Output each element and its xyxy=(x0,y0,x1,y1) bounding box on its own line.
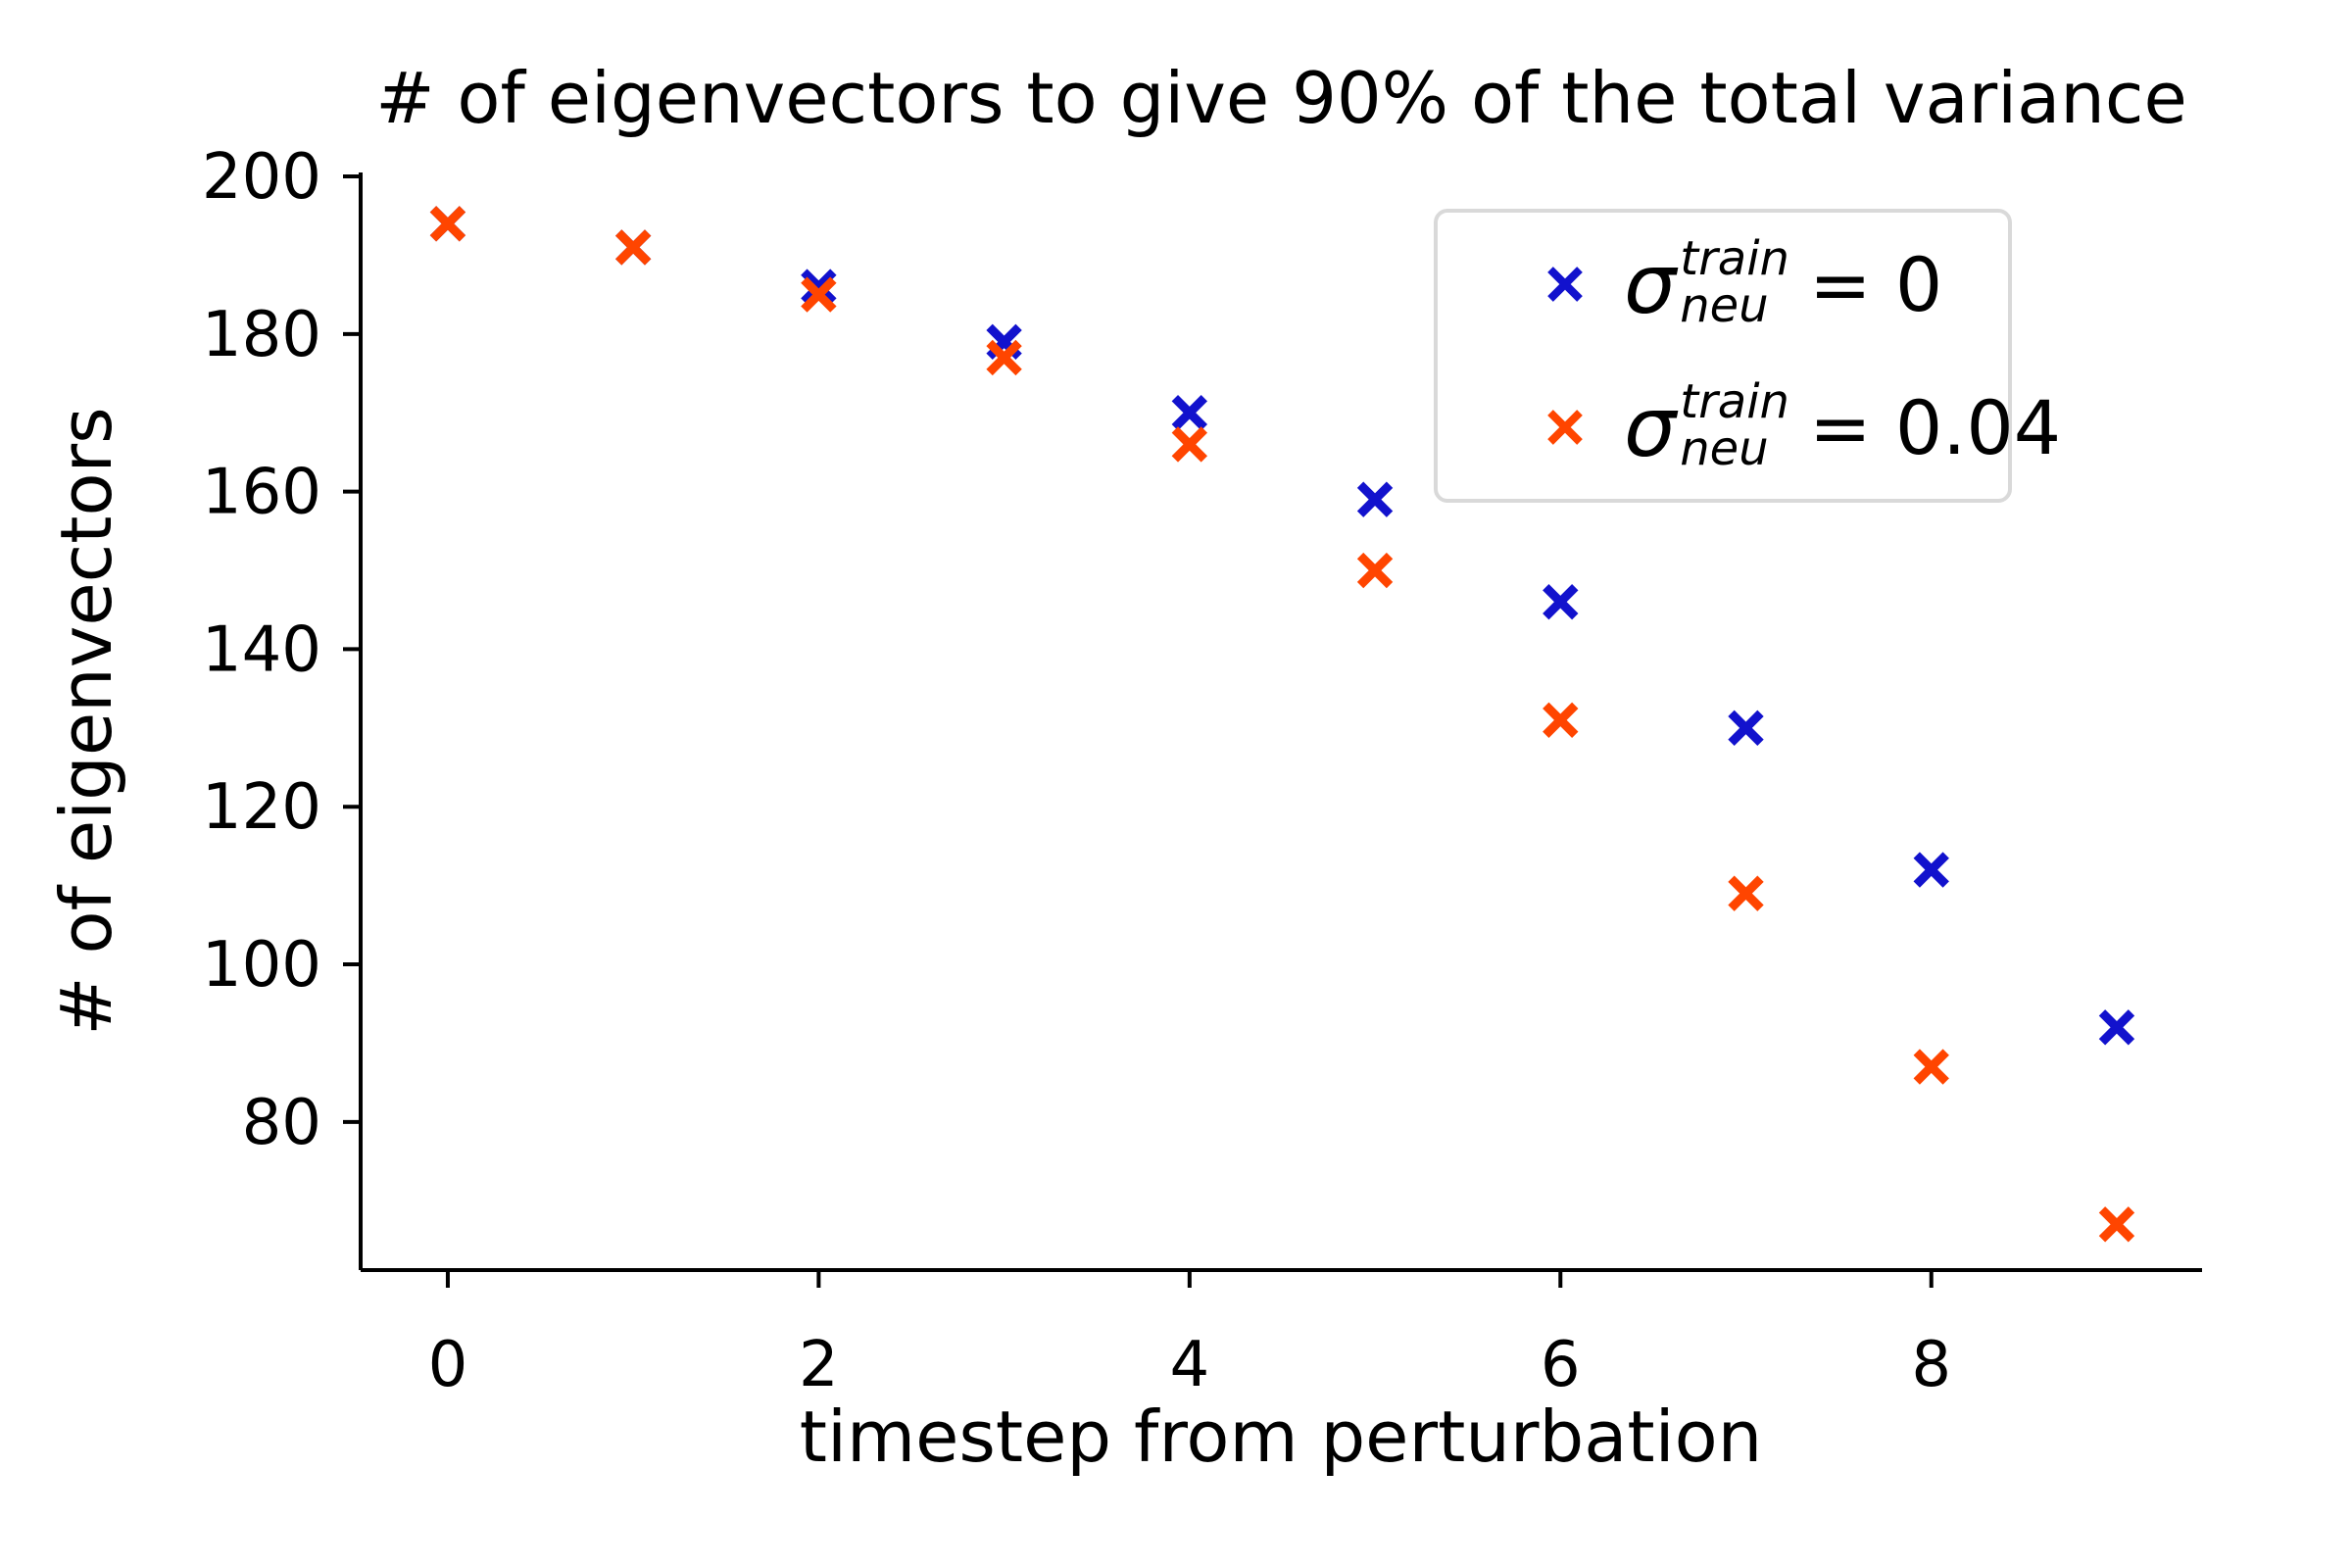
y-tick-label: 200 xyxy=(202,141,321,214)
legend: σ train neu = 0 σ train neu = 0.04 xyxy=(1434,209,2061,503)
data-point-series0-x4 xyxy=(1171,395,1208,431)
x-axis-label: timestep from perturbation xyxy=(799,1396,1763,1478)
legend-label: σ train neu = 0.04 xyxy=(1624,374,2062,476)
data-point-series1-x1 xyxy=(614,229,652,266)
data-point-series1-x0 xyxy=(429,206,466,242)
sigma-subscript: neu xyxy=(1680,278,1769,333)
y-tick-label: 180 xyxy=(202,299,321,371)
y-tick-label: 100 xyxy=(202,929,321,1002)
data-point-series0-x2 xyxy=(801,269,837,305)
data-point-series0-x9 xyxy=(2098,1009,2135,1046)
x-tick-label: 4 xyxy=(1169,1329,1209,1401)
sigma-superscript: train xyxy=(1680,374,1789,429)
x-tick-label: 0 xyxy=(428,1329,468,1401)
legend-label: σ train neu = 0 xyxy=(1624,231,1943,333)
y-tick-label: 80 xyxy=(242,1087,321,1159)
data-point-series1-x7 xyxy=(1728,875,1764,911)
data-point-series1-x8 xyxy=(1913,1049,1949,1085)
chart-title: # of eigenvectors to give 90% of the tot… xyxy=(375,57,2187,139)
legend-marker-blue-x-icon xyxy=(1506,262,1624,307)
data-point-series1-x9 xyxy=(2098,1206,2135,1243)
data-point-series1-x4 xyxy=(1171,426,1208,463)
legend-value: = 0.04 xyxy=(1808,383,2062,471)
y-tick-label: 160 xyxy=(202,457,321,529)
data-point-series1-x2 xyxy=(801,276,837,313)
sigma-subscript: neu xyxy=(1680,421,1769,476)
data-point-series0-x5 xyxy=(1356,481,1394,517)
data-point-series1-x3 xyxy=(986,339,1022,376)
sigma-superscript: train xyxy=(1680,231,1789,286)
y-tick-label: 120 xyxy=(202,771,321,844)
sigma-symbol: σ xyxy=(1624,379,1677,475)
legend-entry-sigma-004: σ train neu = 0.04 xyxy=(1438,359,2061,496)
legend-value: = 0 xyxy=(1808,240,1943,328)
data-point-series0-x6 xyxy=(1543,584,1579,620)
data-point-series1-x6 xyxy=(1543,702,1579,738)
x-tick-label: 2 xyxy=(799,1329,839,1401)
x-tick-label: 6 xyxy=(1541,1329,1581,1401)
legend-marker-orange-x-icon xyxy=(1506,405,1624,450)
y-tick-label: 140 xyxy=(202,613,321,686)
data-point-series0-x7 xyxy=(1728,710,1764,747)
data-point-series1-x5 xyxy=(1356,552,1394,589)
data-point-series0-x8 xyxy=(1913,852,1949,888)
x-tick-label: 8 xyxy=(1911,1329,1951,1401)
legend-entry-sigma-0: σ train neu = 0 xyxy=(1438,216,2008,353)
sigma-symbol: σ xyxy=(1624,236,1677,332)
